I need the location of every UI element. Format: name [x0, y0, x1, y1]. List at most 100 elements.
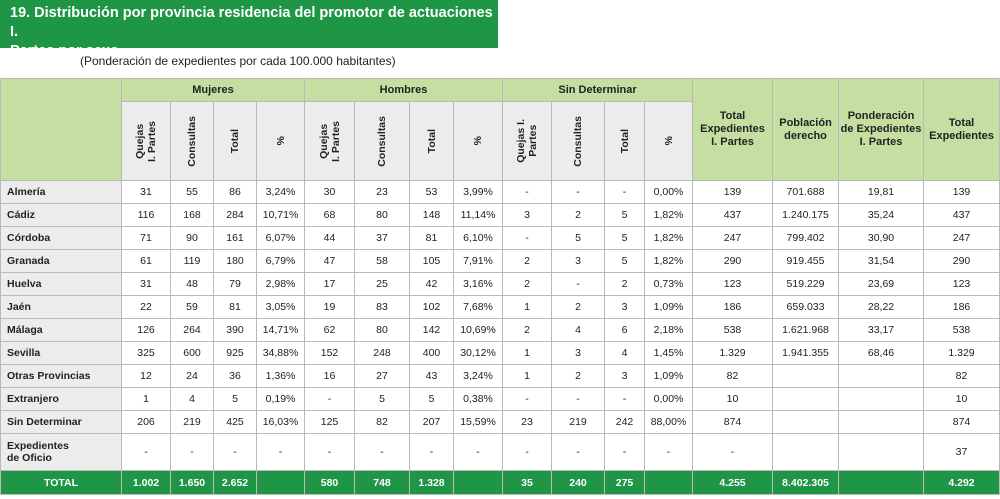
- subheader-quejas-sd: Quejas I. Partes: [502, 101, 553, 181]
- table-cell: 68: [304, 203, 356, 227]
- table-cell: 10: [923, 387, 1000, 411]
- table-cell: [838, 433, 925, 471]
- table-cell: 6: [604, 318, 646, 342]
- header-line: Consultas: [186, 115, 198, 167]
- table-cell: -: [502, 226, 553, 250]
- table-cell: 161: [213, 226, 257, 250]
- table-cell: 6,10%: [453, 226, 504, 250]
- table-cell: 242: [604, 410, 646, 434]
- table-cell: 27: [354, 364, 411, 388]
- table-cell: 425: [213, 410, 257, 434]
- row-label: Málaga: [0, 318, 122, 342]
- table-cell: -: [502, 433, 553, 471]
- table-cell: 7,68%: [453, 295, 504, 319]
- table-cell: -: [604, 433, 646, 471]
- subheader-consultas-sd: Consultas: [551, 101, 606, 181]
- table-cell: 28,22: [838, 295, 925, 319]
- table-cell: -: [304, 433, 356, 471]
- row-label-line: Extranjero: [7, 393, 59, 405]
- table-row: Sevilla 325 600 925 34,88% 152 248 400 30,12% 1 3 4…: [0, 341, 1000, 365]
- row-label: Otras Provincias: [0, 364, 122, 388]
- table-cell: 68,46: [838, 341, 925, 365]
- header-line: Total: [229, 128, 241, 154]
- header-hombres: Hombres: [304, 78, 504, 102]
- table-cell: 3,05%: [255, 295, 306, 319]
- table-cell: 30: [304, 180, 356, 204]
- header-line: I. Partes: [859, 136, 903, 148]
- table-title-line2: Partes por sexo: [10, 43, 119, 59]
- table-cell: -: [502, 180, 553, 204]
- header-line: Consultas: [572, 115, 585, 167]
- table-cell: -: [692, 433, 774, 471]
- table-cell: 3: [551, 249, 606, 273]
- total-cell: 4.255: [692, 470, 774, 495]
- table-cell: 180: [213, 249, 257, 273]
- table-cell: 61: [121, 249, 171, 273]
- table-cell: 142: [409, 318, 455, 342]
- table-cell: 3: [604, 295, 646, 319]
- row-label: Almería: [0, 180, 122, 204]
- header-line: I. Partes: [711, 136, 754, 148]
- table-cell: -: [213, 433, 257, 471]
- table-cell: 10,71%: [255, 203, 306, 227]
- table-cell: 207: [409, 410, 455, 434]
- table-cell: 219: [551, 410, 606, 434]
- table-cell: 5: [354, 387, 411, 411]
- header-mujeres: Mujeres: [120, 78, 306, 102]
- table-cell: 2: [502, 318, 553, 342]
- table-cell: 30,90: [838, 226, 925, 250]
- table-cell: [838, 387, 925, 411]
- table-cell: 37: [923, 433, 1000, 471]
- total-cell: 275: [604, 470, 646, 495]
- table-cell: -: [304, 387, 356, 411]
- table-cell: 186: [692, 295, 774, 319]
- table-cell: 437: [923, 203, 1000, 227]
- table-cell: 2: [551, 295, 606, 319]
- row-label-line: Huelva: [7, 278, 42, 290]
- subheader-consultas-hombres: Consultas: [354, 101, 411, 181]
- header-line: Total: [719, 110, 746, 122]
- table-cell: 47: [304, 249, 356, 273]
- table-cell: 19,81: [838, 180, 925, 204]
- table-cell: 31: [121, 272, 171, 296]
- table-row: Sin Determinar 206 219 425 16,03% 125 82 207 15,…: [0, 410, 1000, 434]
- table-cell: 6,07%: [255, 226, 306, 250]
- table-cell: -: [121, 433, 171, 471]
- table-cell: 3: [551, 341, 606, 365]
- table-cell: 0,73%: [644, 272, 694, 296]
- table-cell: 1,82%: [644, 226, 694, 250]
- table-cell: 33,17: [838, 318, 925, 342]
- table-cell: 1: [502, 341, 553, 365]
- table-cell: 119: [170, 249, 214, 273]
- table-cell: 4: [604, 341, 646, 365]
- table-cell: 34,88%: [255, 341, 306, 365]
- table-cell: 148: [409, 203, 455, 227]
- row-label: Cádiz: [0, 203, 122, 227]
- table-cell: 3,24%: [453, 364, 504, 388]
- table-cell: 23: [354, 180, 411, 204]
- total-row: TOTAL 1.002 1.650 2.652 580 748 1.328 35 240 275 4…: [0, 470, 1000, 495]
- table-cell: 206: [121, 410, 171, 434]
- table-cell: 14,71%: [255, 318, 306, 342]
- subheader-total-hombres: Total: [409, 101, 455, 181]
- table-cell: 10,69%: [453, 318, 504, 342]
- table-cell: 2: [551, 364, 606, 388]
- table-row: Almería 31 55 86 3,24% 30 23 53 3,99% - - -0,00% 139…: [0, 180, 1000, 204]
- row-label-line: de Oficio: [7, 452, 52, 464]
- row-label: Granada: [0, 249, 122, 273]
- table-cell: 290: [923, 249, 1000, 273]
- total-cell: 580: [304, 470, 356, 495]
- table-cell: 17: [304, 272, 356, 296]
- table-footer: TOTAL 1.002 1.650 2.652 580 748 1.328 35 240 275 4…: [0, 470, 1000, 495]
- table-cell: 7,91%: [453, 249, 504, 273]
- table-cell: 79: [213, 272, 257, 296]
- table-cell: 919.455: [772, 249, 840, 273]
- table-cell: 248: [354, 341, 411, 365]
- table-cell: 538: [692, 318, 774, 342]
- table-body: Almería 31 55 86 3,24% 30 23 53 3,99% - - -0,00% 139…: [0, 180, 1000, 471]
- table-cell: [772, 410, 840, 434]
- row-label-line: Córdoba: [7, 232, 51, 244]
- row-label-line: Expedientes: [7, 440, 69, 452]
- total-cell: 4.292: [923, 470, 1000, 495]
- total-cell: [644, 470, 694, 495]
